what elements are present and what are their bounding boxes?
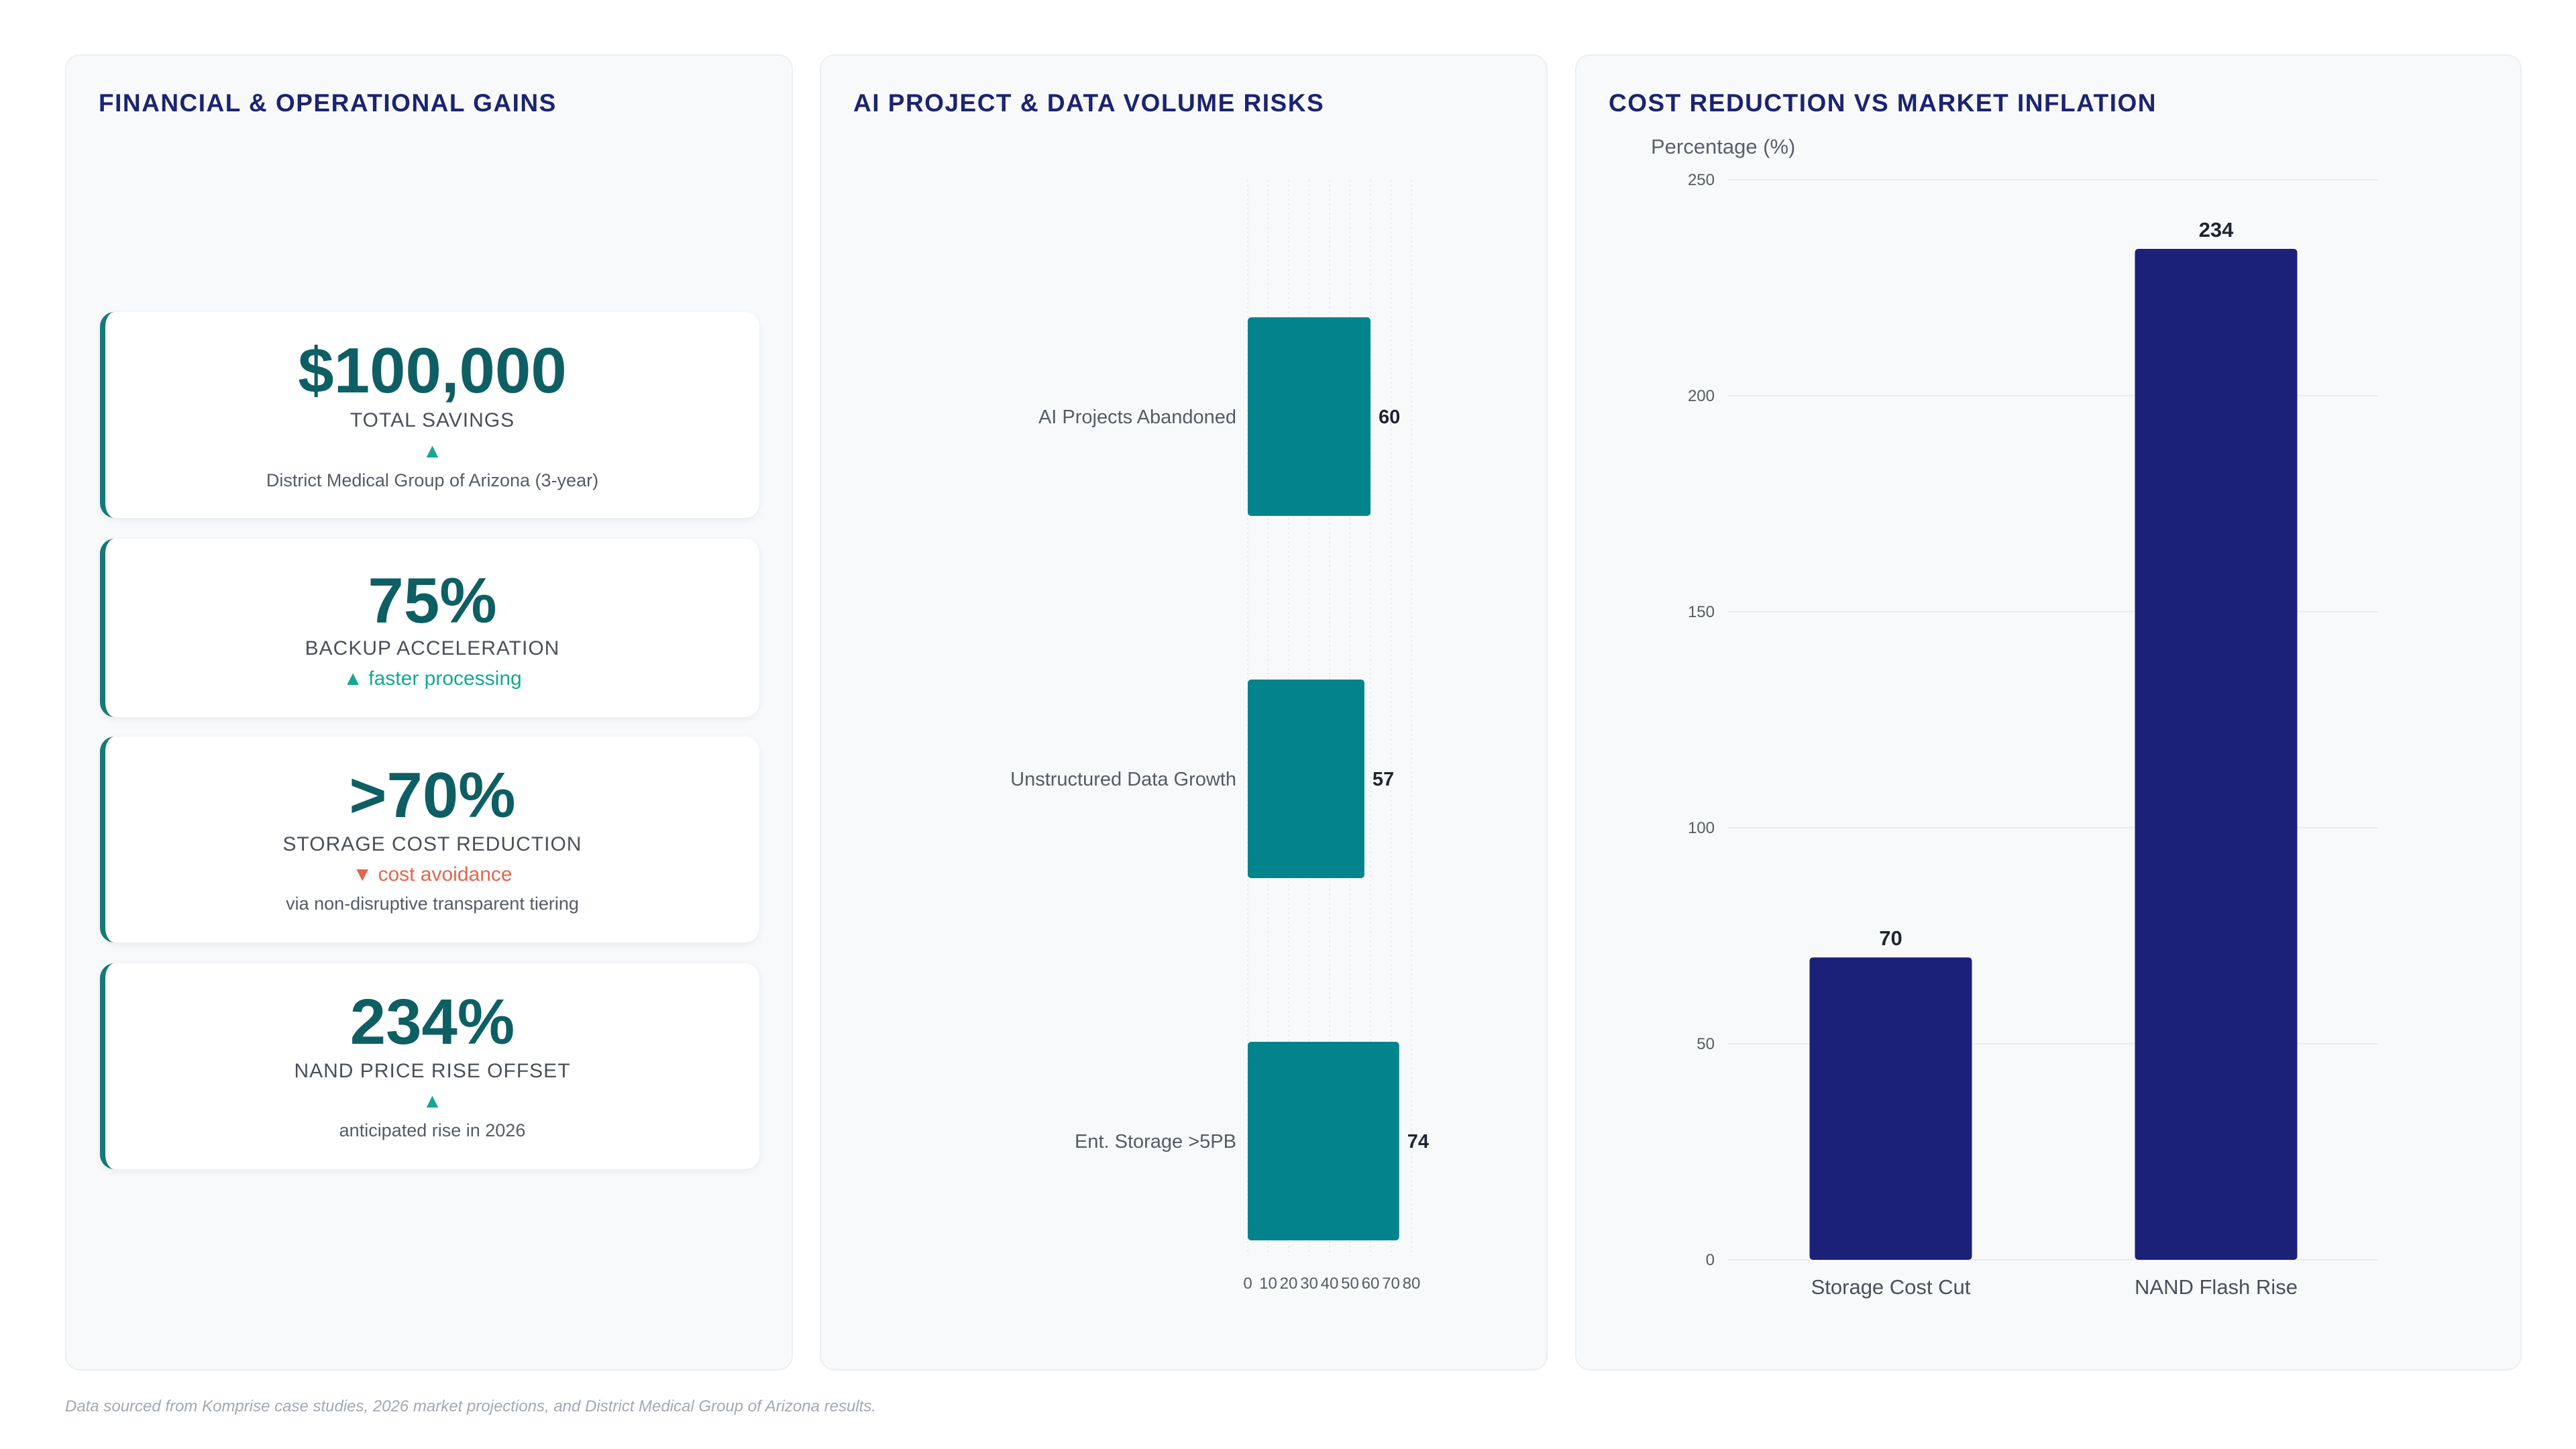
x-tick-label: 40 (1321, 1275, 1339, 1293)
x-tick-label: 30 (1300, 1275, 1318, 1293)
kpi-value: 234% (350, 986, 515, 1058)
category-label: Unstructured Data Growth (1010, 769, 1236, 790)
kpi-card-backup-acceleration: 75% BACKUP ACCELERATION ▲ faster process… (100, 539, 759, 717)
y-tick-label: 200 (1688, 387, 1715, 405)
cost-vs-inflation-panel: COST REDUCTION VS MARKET INFLATION Perce… (1575, 54, 2522, 1371)
category-label: AI Projects Abandoned (1038, 407, 1236, 428)
data-label: 70 (1879, 926, 1902, 950)
x-tick-label: 0 (1243, 1275, 1252, 1293)
footer-source-note: Data sourced from Komprise case studies,… (65, 1397, 876, 1415)
category-label: NAND Flash Rise (2135, 1275, 2298, 1299)
y-axis-label: Percentage (%) (1651, 135, 1795, 158)
trend-up-icon: ▲ (422, 1090, 443, 1112)
data-label: 57 (1373, 769, 1394, 790)
kpi-value: $100,000 (298, 335, 567, 407)
kpi-note: via non-disruptive transparent tiering (286, 894, 579, 914)
y-tick-label: 100 (1688, 819, 1715, 837)
vertical-bar-chart: Percentage (%) 0 50 100 150 200 250 70 Storage C… (1651, 135, 2379, 1299)
kpi-label: TOTAL SAVINGS (350, 409, 515, 431)
bar (1248, 317, 1371, 516)
x-tick-label: 60 (1362, 1275, 1380, 1293)
x-tick-label: 50 (1341, 1275, 1359, 1293)
bar (1809, 957, 1972, 1260)
panel-title-cost: COST REDUCTION VS MARKET INFLATION (1609, 89, 2157, 117)
kpi-value: >70% (349, 759, 516, 831)
x-tick-label: 70 (1382, 1275, 1400, 1293)
x-tick-label: 20 (1280, 1275, 1298, 1293)
kpi-note: anticipated rise in 2026 (339, 1120, 526, 1140)
panel-title-risks: AI PROJECT & DATA VOLUME RISKS (853, 89, 1325, 117)
x-tick-label: 10 (1259, 1275, 1277, 1293)
kpi-card-storage-cost-reduction: >70% STORAGE COST REDUCTION ▼ cost avoid… (100, 737, 759, 943)
category-label: Ent. Storage >5PB (1075, 1131, 1236, 1152)
category-label: Storage Cost Cut (1811, 1275, 1971, 1299)
kpi-card-nand-price-offset: 234% NAND PRICE RISE OFFSET ▲ anticipate… (100, 963, 759, 1169)
data-label: 74 (1407, 1131, 1429, 1152)
financial-gains-panel: FINANCIAL & OPERATIONAL GAINS $100,000 T… (65, 54, 793, 1371)
ai-risks-panel: AI PROJECT & DATA VOLUME RISKS 0 10 20 30 40… (820, 54, 1548, 1371)
bar (2135, 249, 2298, 1260)
y-tick-label: 50 (1697, 1035, 1715, 1053)
trend-up-icon: ▲ (422, 440, 443, 462)
data-label: 60 (1379, 407, 1400, 428)
kpi-trend: ▲ faster processing (343, 667, 522, 690)
y-tick-label: 250 (1688, 171, 1715, 189)
data-label: 234 (2199, 218, 2234, 241)
kpi-card-total-savings: $100,000 TOTAL SAVINGS ▲ District Medica… (100, 312, 759, 518)
y-tick-label: 0 (1706, 1251, 1715, 1269)
bar (1248, 1042, 1399, 1240)
kpi-value: 75% (368, 565, 497, 637)
kpi-note: District Medical Group of Arizona (3-yea… (266, 470, 599, 490)
x-tick-label: 80 (1403, 1275, 1421, 1293)
y-tick-label: 150 (1688, 603, 1715, 621)
kpi-trend: ▼ cost avoidance (352, 863, 513, 885)
kpi-label: NAND PRICE RISE OFFSET (294, 1060, 571, 1082)
kpi-label: BACKUP ACCELERATION (305, 637, 560, 659)
panel-title-gains: FINANCIAL & OPERATIONAL GAINS (99, 89, 557, 117)
kpi-label: STORAGE COST REDUCTION (282, 833, 582, 855)
bar (1248, 680, 1364, 878)
